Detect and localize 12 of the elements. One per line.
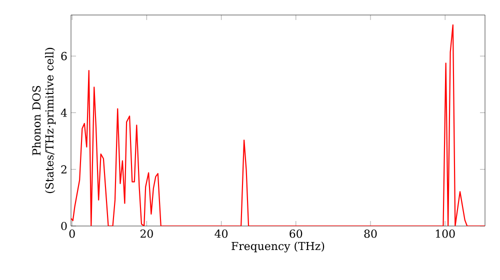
x-tick-label: 80 — [364, 230, 377, 238]
x-tick-label: 60 — [290, 230, 302, 238]
x-tick-label: 40 — [214, 230, 228, 238]
x-tick-label: 100 — [436, 230, 455, 238]
y-axis-title: Phonon DOS (States/THz·primitive cell) — [32, 48, 56, 194]
y-tick-label: 2 — [61, 165, 66, 174]
y-tick-label: 0 — [61, 222, 67, 230]
y-tick-label: 6 — [61, 52, 67, 60]
x-axis-title: Frequency (THz) — [232, 242, 324, 252]
x-tick-label: 0 — [69, 230, 75, 238]
y-tick-label: 4 — [60, 108, 67, 117]
x-tick-label: 20 — [140, 230, 153, 238]
